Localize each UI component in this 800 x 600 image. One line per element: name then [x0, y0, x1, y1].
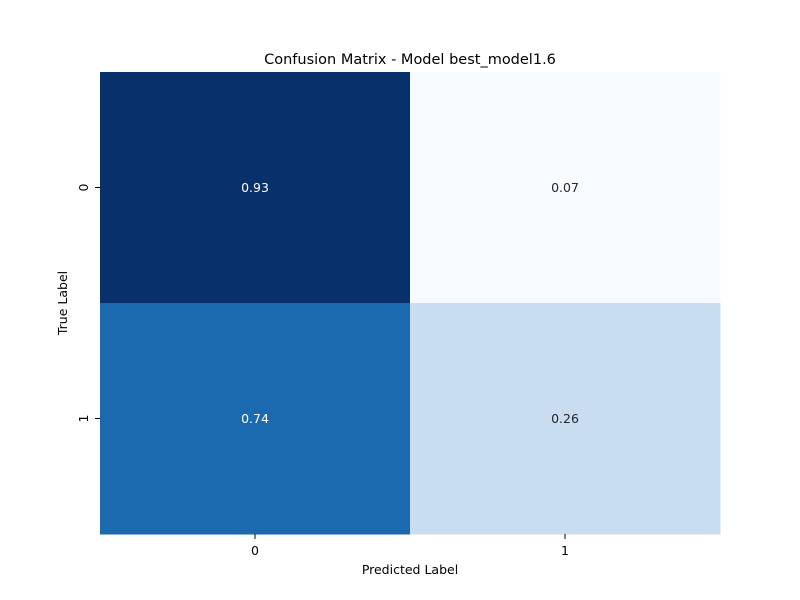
heatmap-cell-0-0	[100, 72, 411, 304]
y-axis-ticks: 01	[76, 183, 100, 422]
heatmap-cell-1-1	[410, 303, 721, 535]
cell-value-label-1-0: 0.74	[241, 411, 269, 426]
cell-value-label-0-0: 0.93	[241, 180, 269, 195]
heatmap-cells	[100, 72, 721, 535]
x-axis-label: Predicted Label	[362, 562, 458, 577]
y-axis-label: True Label	[55, 271, 70, 336]
y-tick-label: 0	[76, 183, 91, 191]
cell-value-label-0-1: 0.07	[551, 180, 579, 195]
chart-title: Confusion Matrix - Model best_model1.6	[264, 52, 556, 68]
x-tick-label: 1	[561, 543, 569, 558]
heatmap-cell-1-0	[100, 303, 411, 535]
cell-value-label-1-1: 0.26	[551, 411, 579, 426]
heatmap-cell-labels: 0.93 0.07 0.74 0.26	[241, 180, 579, 426]
x-tick-label: 0	[251, 543, 259, 558]
y-tick-label: 1	[76, 415, 91, 423]
heatmap-cell-0-1	[410, 72, 721, 304]
